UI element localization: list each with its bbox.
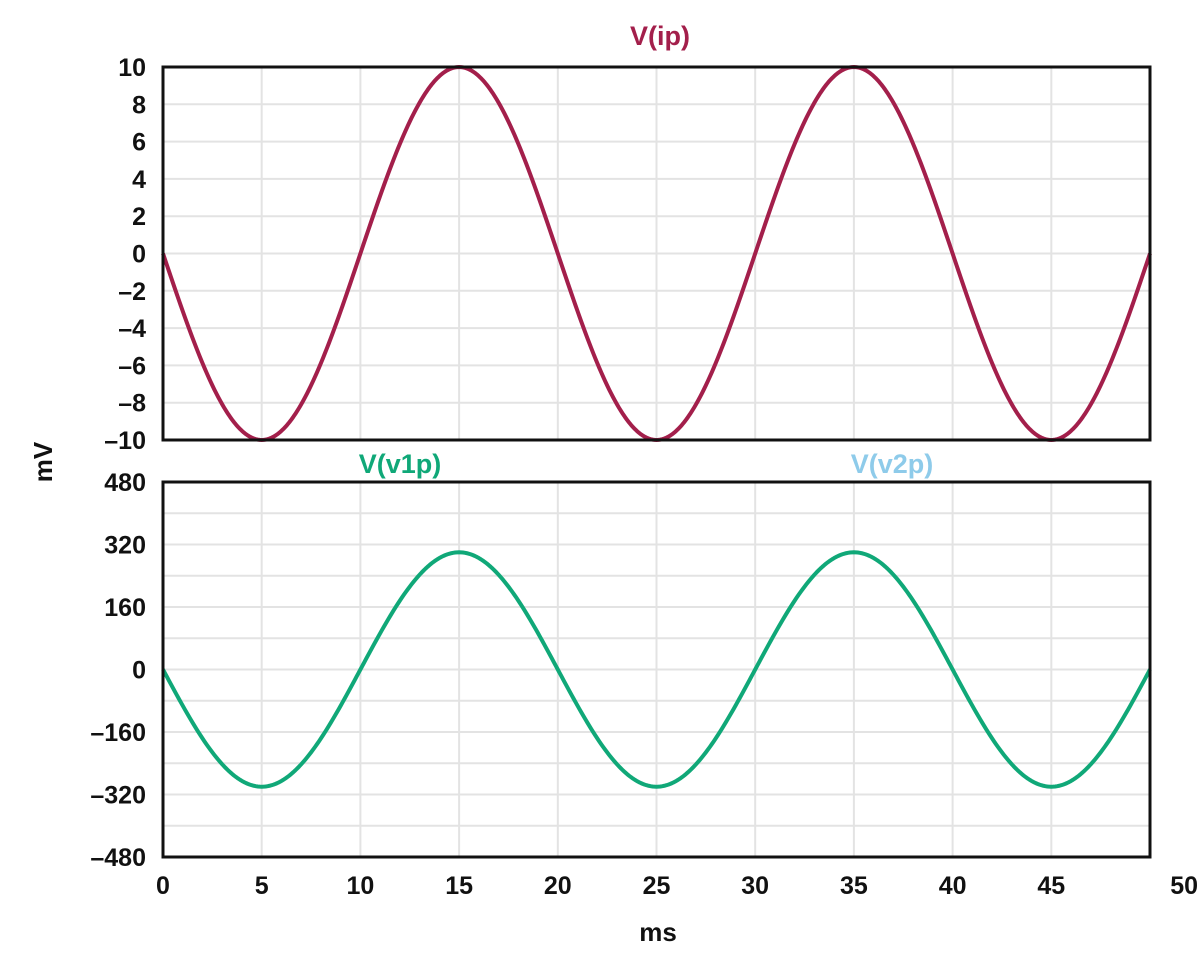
x-axis-label: ms [639, 917, 677, 947]
bottom-panel-grid [162, 481, 1151, 858]
top-y-tick-label: –8 [118, 390, 146, 418]
top-y-tick-label: 0 [132, 241, 146, 269]
x-tick-label: 0 [156, 872, 170, 900]
bottom-panel-frame [161, 480, 1152, 859]
x-tick-label: 25 [643, 872, 671, 900]
bottom-y-tick-label: –480 [90, 844, 146, 872]
top-y-tick-label: –2 [118, 278, 146, 306]
x-tick-label: 40 [939, 872, 967, 900]
top-y-tick-label: –4 [118, 315, 146, 343]
bottom-y-tick-label: 160 [104, 594, 146, 622]
x-tick-label: 35 [840, 872, 868, 900]
x-tick-label: 20 [544, 872, 572, 900]
top-y-tick-label: 10 [118, 54, 146, 82]
x-ticks: 0 5 10 15 20 25 30 35 40 45 50 [156, 872, 1198, 900]
top-panel-y-ticks: 10 8 6 4 2 0 –2 –4 –6 –8 –10 [104, 54, 146, 455]
x-tick-label: 30 [741, 872, 769, 900]
x-tick-label: 10 [346, 872, 374, 900]
x-tick-label: 5 [255, 872, 269, 900]
top-y-tick-label: 2 [132, 203, 146, 231]
y-axis-label: mV [28, 441, 58, 482]
bottom-y-tick-label: –320 [90, 782, 146, 810]
top-y-tick-label: 6 [132, 129, 146, 157]
bottom-panel-y-ticks: 480 320 160 0 –160 –320 –480 [90, 469, 146, 872]
x-tick-label: 15 [445, 872, 473, 900]
top-y-tick-label: –10 [104, 427, 146, 455]
top-y-tick-label: 8 [132, 91, 146, 119]
bottom-y-tick-label: 320 [104, 532, 146, 560]
top-series-title: V(ip) [630, 21, 690, 51]
x-tick-label: 50 [1170, 872, 1198, 900]
top-y-tick-label: –6 [118, 352, 146, 380]
bottom-series-line-V(v1p) [161, 550, 1152, 789]
bottom-y-tick-label: 480 [104, 469, 146, 497]
top-panel-frame [161, 65, 1152, 442]
bottom-y-tick-label: 0 [132, 657, 146, 685]
bottom-y-tick-label: –160 [90, 719, 146, 747]
top-y-tick-label: 4 [132, 166, 146, 194]
legend-v1p: V(v1p) [359, 449, 442, 479]
x-tick-label: 45 [1037, 872, 1065, 900]
legend-v2p: V(v2p) [851, 449, 934, 479]
